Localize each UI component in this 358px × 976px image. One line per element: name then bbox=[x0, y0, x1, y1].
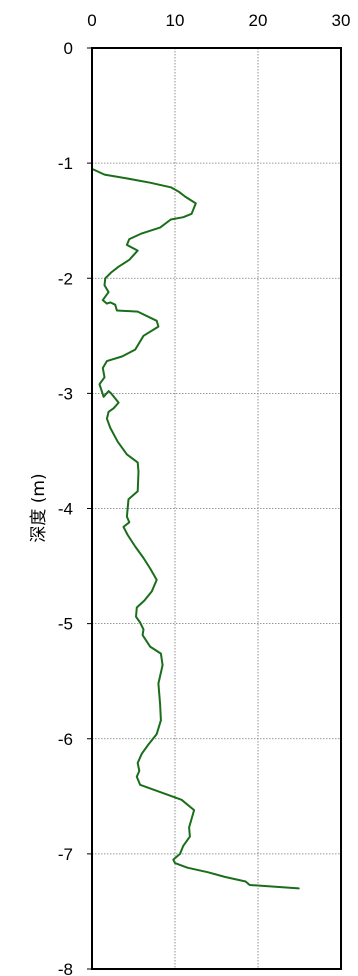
x-tick-label: 0 bbox=[87, 11, 96, 30]
y-tick-label: -2 bbox=[58, 269, 73, 288]
x-tick-label: 10 bbox=[166, 11, 185, 30]
y-axis-title: 深度 (m) bbox=[29, 473, 49, 542]
y-tick-label: -6 bbox=[58, 730, 73, 749]
y-tick-label: 0 bbox=[64, 39, 73, 58]
y-tick-label: -4 bbox=[58, 500, 73, 519]
gridlines bbox=[92, 48, 341, 969]
y-tick-label: -8 bbox=[58, 960, 73, 976]
y-tick-label: -7 bbox=[58, 845, 73, 864]
y-tick-label: -3 bbox=[58, 384, 73, 403]
y-tick-label: -1 bbox=[58, 154, 73, 173]
data-series bbox=[91, 167, 300, 890]
series-line bbox=[91, 167, 300, 890]
y-tick-label: -5 bbox=[58, 615, 73, 634]
x-tick-label: 20 bbox=[249, 11, 268, 30]
x-tick-labels: 0 10 20 30 bbox=[87, 11, 350, 30]
y-tick-labels: 0 -1 -2 -3 -4 -5 -6 -7 -8 bbox=[58, 39, 92, 976]
x-tick-label: 30 bbox=[332, 11, 351, 30]
